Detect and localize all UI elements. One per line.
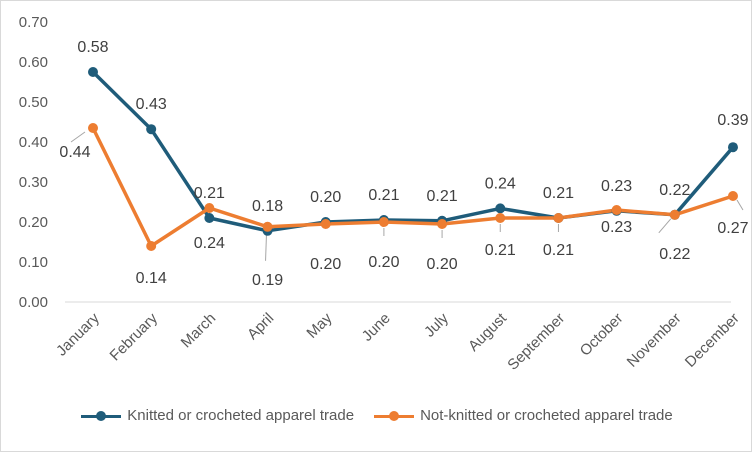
data-point-s0-0 <box>88 67 98 77</box>
legend: Knitted or crocheted apparel trade Not-k… <box>0 407 752 424</box>
data-label-s1-8: 0.21 <box>543 242 574 259</box>
data-label-s0-9: 0.23 <box>601 178 632 195</box>
data-point-s1-5 <box>378 217 389 227</box>
legend-label-knitted: Knitted or crocheted apparel trade <box>127 407 355 424</box>
leader-line <box>265 232 268 261</box>
y-tick-label: 0.10 <box>19 254 48 271</box>
data-label-s1-9: 0.23 <box>601 219 632 236</box>
leader-line <box>736 199 744 211</box>
series-line-1 <box>91 126 735 248</box>
data-label-s1-4: 0.20 <box>310 256 341 273</box>
leader-line <box>658 218 672 234</box>
data-point-s1-2 <box>204 203 215 213</box>
x-tick-label: January <box>53 309 103 359</box>
data-point-s1-1 <box>146 241 157 251</box>
data-label-s1-7: 0.21 <box>485 242 516 259</box>
x-tick-label: August <box>465 309 511 355</box>
x-tick-label: June <box>359 310 394 345</box>
y-tick-label: 0.20 <box>19 214 48 231</box>
data-label-s0-11: 0.39 <box>717 112 748 129</box>
y-tick-label: 0.70 <box>19 14 48 31</box>
data-label-s0-1: 0.43 <box>136 96 167 113</box>
y-tick-label: 0.00 <box>19 294 48 311</box>
data-labels: 0.58 0.43 0.21 0.18 0.20 0.21 0.21 0.24 0.21 0.23… <box>59 39 748 289</box>
x-tick-label: March <box>178 310 219 351</box>
data-point-s1-0 <box>88 123 98 133</box>
data-label-s0-10: 0.22 <box>659 182 690 199</box>
x-axis: January February March April May June July Augu… <box>53 301 743 374</box>
data-label-s0-4: 0.20 <box>310 189 341 206</box>
x-tick-label: April <box>244 310 277 343</box>
data-label-s1-10: 0.22 <box>659 246 690 263</box>
data-point-s1-9 <box>611 205 622 215</box>
legend-label-not-knitted: Not-knitted or crocheted apparel trade <box>420 407 673 424</box>
data-point-s1-7 <box>495 213 506 223</box>
data-label-s1-1: 0.14 <box>136 270 167 287</box>
legend-item-knitted: Knitted or crocheted apparel trade <box>79 407 354 424</box>
data-point-s0-11 <box>727 142 738 153</box>
x-tick-label: October <box>577 310 627 360</box>
x-tick-label: July <box>421 309 452 340</box>
data-label-s1-3: 0.19 <box>252 272 283 289</box>
data-point-s1-3 <box>262 221 273 232</box>
data-label-s0-6: 0.21 <box>427 188 458 205</box>
leader-line <box>70 131 86 143</box>
x-tick-label: September <box>504 310 568 374</box>
data-label-s1-0: 0.44 <box>59 144 90 161</box>
data-label-s0-5: 0.21 <box>368 187 399 204</box>
data-label-s1-2: 0.24 <box>194 235 225 252</box>
data-point-s1-10 <box>669 209 680 220</box>
legend-marker-not-knitted <box>372 409 416 423</box>
data-label-s0-0: 0.58 <box>77 39 108 56</box>
data-point-s0-7 <box>495 203 506 214</box>
y-tick-label: 0.30 <box>19 174 48 191</box>
data-point-s0-2 <box>204 213 215 223</box>
data-label-s1-6: 0.20 <box>427 256 458 273</box>
data-label-s0-7: 0.24 <box>485 175 516 192</box>
data-point-s0-1 <box>146 124 157 135</box>
x-tick-label: May <box>303 309 335 341</box>
data-label-s0-8: 0.21 <box>543 185 574 202</box>
leader-lines <box>70 131 744 261</box>
data-label-s1-11: 0.27 <box>717 220 748 237</box>
x-tick-label: December <box>682 310 743 371</box>
data-label-s0-3: 0.18 <box>252 198 283 215</box>
data-label-s1-5: 0.20 <box>368 254 399 271</box>
series-lines <box>88 67 738 251</box>
legend-marker-knitted <box>79 409 123 423</box>
data-point-s1-4 <box>320 219 331 229</box>
x-tick-label: February <box>107 309 162 364</box>
series-line-0 <box>91 70 735 233</box>
y-axis: 0.00 0.10 0.20 0.30 0.40 0.50 0.60 0.70 <box>19 14 48 311</box>
data-point-s1-6 <box>437 219 448 229</box>
data-point-s1-11 <box>727 191 738 201</box>
y-tick-label: 0.50 <box>19 94 48 111</box>
data-point-s1-8 <box>553 213 564 223</box>
y-tick-label: 0.40 <box>19 134 48 151</box>
legend-item-not-knitted: Not-knitted or crocheted apparel trade <box>372 407 673 424</box>
y-tick-label: 0.60 <box>19 54 48 71</box>
x-tick-label: November <box>624 310 685 371</box>
data-label-s0-2: 0.21 <box>194 185 225 202</box>
